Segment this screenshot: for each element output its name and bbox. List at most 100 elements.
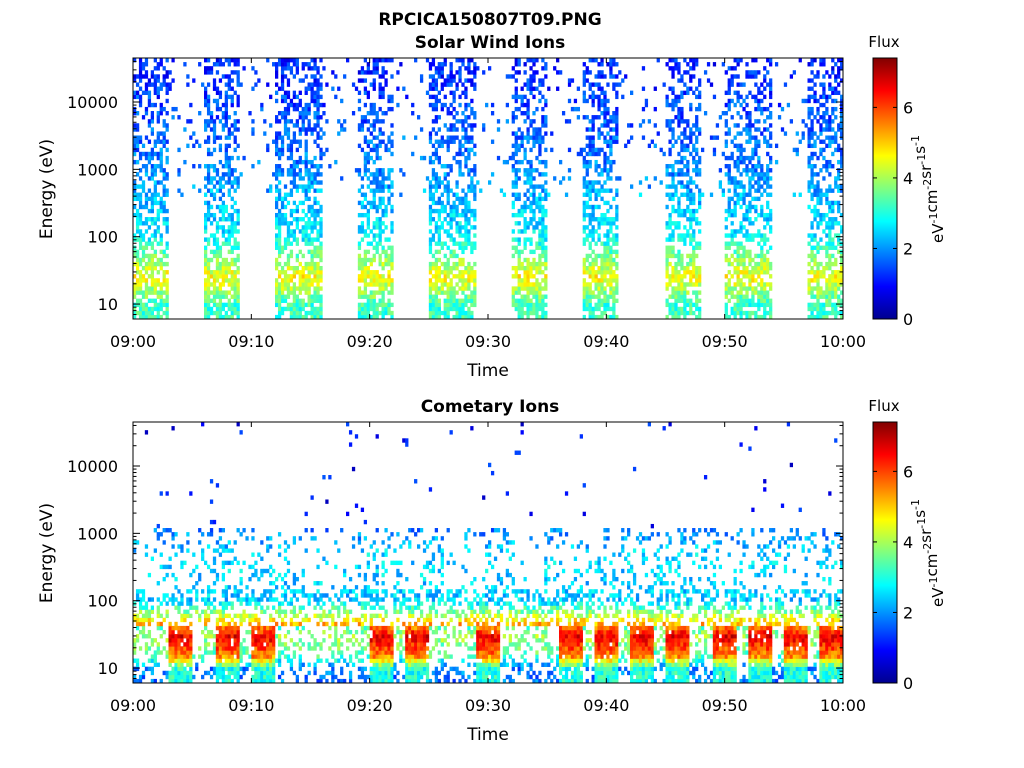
heatmap-cell (280, 310, 285, 316)
heatmap-cell (381, 188, 385, 193)
heatmap-cell (831, 261, 835, 267)
heatmap-cell (686, 168, 690, 173)
heatmap-cell (204, 200, 208, 206)
heatmap-cell (449, 253, 453, 259)
heatmap-cell (689, 274, 693, 279)
heatmap-cell (138, 78, 143, 83)
heatmap-cell (523, 155, 527, 161)
heatmap-cell (544, 62, 548, 67)
heatmap-cell (366, 208, 370, 214)
heatmap-cell (689, 270, 693, 275)
heatmap-cell (819, 245, 823, 250)
heatmap-cell (739, 58, 743, 63)
heatmap-cell (730, 212, 734, 218)
heatmap-cell (135, 192, 140, 197)
heatmap-cell (840, 261, 844, 267)
heatmap-cell (455, 314, 459, 320)
heatmap-cell (727, 245, 731, 250)
heatmap-cell (428, 208, 433, 214)
heatmap-cell (452, 78, 456, 83)
heatmap-cell (354, 86, 359, 91)
heatmap-cell (612, 159, 616, 165)
heatmap-cell (754, 98, 758, 104)
heatmap-cell (541, 261, 545, 267)
heatmap-cell (745, 270, 749, 275)
heatmap-cell (133, 123, 137, 128)
heatmap-cell (283, 98, 288, 104)
heatmap-cell (431, 274, 436, 279)
heatmap-cell (150, 310, 155, 316)
heatmap-cell (754, 151, 758, 157)
heatmap-cell (819, 82, 823, 87)
heatmap-cell (209, 221, 214, 226)
heatmap-cell (224, 229, 228, 234)
heatmap-cell (295, 302, 299, 308)
heatmap-cell (153, 282, 157, 287)
heatmap-cell (828, 257, 832, 263)
heatmap-cell (671, 192, 675, 197)
heatmap-cell (218, 90, 223, 96)
heatmap-cell (680, 168, 684, 173)
heatmap-cell (763, 282, 767, 287)
heatmap-cell (378, 257, 382, 263)
heatmap-cell (689, 188, 693, 193)
heatmap-cell (748, 314, 752, 320)
heatmap-cell (674, 261, 678, 267)
heatmap-cell (443, 314, 447, 320)
heatmap-cell (428, 192, 433, 197)
heatmap-cell (363, 274, 368, 279)
heatmap-cell (698, 310, 702, 316)
heatmap-cell (798, 139, 802, 144)
heatmap-cell (461, 212, 465, 218)
heatmap-cell (698, 306, 702, 312)
heatmap-cell (603, 168, 607, 173)
heatmap-cell (428, 241, 433, 246)
heatmap-cell (680, 180, 684, 185)
heatmap-cell (147, 176, 152, 181)
heatmap-cell (535, 86, 539, 91)
heatmap-cell (822, 62, 826, 67)
heatmap-cell (766, 310, 770, 316)
heatmap-cell (215, 172, 220, 177)
heatmap-cell (757, 86, 761, 91)
heatmap-cell (594, 229, 598, 234)
heatmap-cell (310, 314, 314, 320)
heatmap-cell (686, 270, 690, 275)
heatmap-cell (828, 286, 832, 291)
heatmap-cell (227, 278, 231, 283)
heatmap-cell (292, 298, 297, 303)
heatmap-cell (544, 282, 548, 287)
heatmap-cell (535, 294, 539, 299)
heatmap-cell (165, 123, 169, 128)
heatmap-cell (532, 208, 536, 214)
heatmap-cell (603, 249, 607, 255)
heatmap-cell (156, 131, 160, 136)
heatmap-cell (748, 257, 752, 263)
heatmap-cell (372, 58, 376, 63)
heatmap-cell (837, 66, 841, 71)
heatmap-cell (212, 123, 217, 128)
heatmap-cell (138, 74, 143, 79)
heatmap-cell (375, 282, 379, 287)
heatmap-cell (310, 127, 314, 132)
heatmap-cell (206, 302, 211, 308)
heatmap-cell (556, 58, 560, 63)
heatmap-cell (443, 270, 447, 275)
heatmap-cell (372, 200, 376, 206)
heatmap-cell (588, 314, 592, 320)
heatmap-cell (464, 225, 468, 230)
heatmap-cell (360, 66, 365, 71)
heatmap-cell (319, 74, 323, 79)
heatmap-cell (369, 298, 373, 303)
heatmap-cell (150, 265, 155, 271)
heatmap-cell (727, 90, 731, 96)
heatmap-cell (363, 306, 368, 312)
heatmap-cell (538, 282, 542, 287)
heatmap-cell (165, 98, 169, 104)
heatmap-cell (298, 298, 302, 303)
heatmap-cell (452, 127, 456, 132)
heatmap-cell (760, 82, 764, 87)
heatmap-cell (837, 200, 841, 206)
heatmap-cell (745, 298, 749, 303)
heatmap-cell (446, 274, 450, 279)
